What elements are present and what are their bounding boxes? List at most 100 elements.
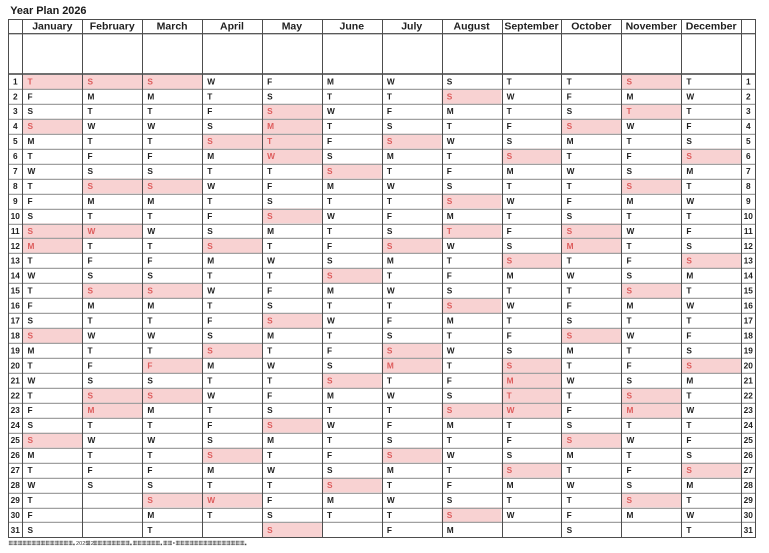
svg-text:10: 10	[744, 211, 754, 221]
svg-text:W: W	[327, 211, 335, 221]
svg-text:T: T	[567, 151, 572, 161]
svg-text:F: F	[686, 226, 691, 236]
svg-text:S: S	[327, 271, 333, 281]
svg-text:F: F	[567, 510, 572, 520]
svg-text:F: F	[267, 181, 272, 191]
svg-text:M: M	[87, 405, 94, 415]
svg-text:M: M	[626, 405, 633, 415]
svg-text:M: M	[147, 91, 154, 101]
svg-text:October: October	[571, 21, 611, 33]
svg-text:S: S	[147, 480, 153, 490]
svg-text:F: F	[387, 525, 392, 535]
svg-text:F: F	[567, 301, 572, 311]
svg-text:April: April	[220, 21, 244, 33]
svg-text:M: M	[686, 375, 693, 385]
svg-text:F: F	[387, 211, 392, 221]
svg-text:S: S	[207, 136, 213, 146]
svg-text:T: T	[327, 121, 332, 131]
svg-text:8: 8	[746, 181, 751, 191]
svg-text:S: S	[686, 151, 692, 161]
svg-text:T: T	[567, 286, 572, 296]
svg-text:M: M	[267, 330, 274, 340]
svg-text:T: T	[686, 495, 691, 505]
svg-text:T: T	[207, 301, 212, 311]
svg-text:F: F	[447, 166, 452, 176]
svg-text:W: W	[87, 226, 95, 236]
svg-text:S: S	[28, 106, 34, 116]
svg-text:28: 28	[744, 480, 754, 490]
svg-text:22: 22	[744, 390, 754, 400]
svg-text:M: M	[507, 480, 514, 490]
svg-text:T: T	[207, 480, 212, 490]
svg-text:F: F	[447, 480, 452, 490]
svg-text:S: S	[327, 151, 333, 161]
svg-text:T: T	[507, 211, 512, 221]
svg-text:M: M	[327, 495, 334, 505]
svg-text:T: T	[28, 390, 33, 400]
svg-text:1: 1	[746, 76, 751, 86]
svg-text:F: F	[686, 330, 691, 340]
svg-text:F: F	[387, 316, 392, 326]
svg-text:S: S	[567, 525, 573, 535]
svg-text:F: F	[28, 91, 33, 101]
svg-text:17: 17	[744, 316, 754, 326]
svg-text:S: S	[147, 286, 153, 296]
svg-text:F: F	[267, 495, 272, 505]
svg-text:T: T	[87, 316, 92, 326]
svg-text:S: S	[626, 166, 632, 176]
svg-text:W: W	[28, 375, 36, 385]
svg-text:F: F	[28, 301, 33, 311]
svg-text:T: T	[507, 106, 512, 116]
svg-text:T: T	[626, 211, 631, 221]
svg-text:M: M	[207, 465, 214, 475]
svg-text:F: F	[207, 316, 212, 326]
svg-text:T: T	[567, 495, 572, 505]
svg-text:19: 19	[744, 345, 754, 355]
svg-text:T: T	[28, 465, 33, 475]
svg-text:July: July	[401, 21, 422, 33]
svg-text:6: 6	[13, 151, 18, 161]
svg-text:M: M	[147, 301, 154, 311]
svg-text:5: 5	[746, 136, 751, 146]
svg-text:M: M	[267, 226, 274, 236]
svg-text:T: T	[87, 420, 92, 430]
svg-text:M: M	[28, 450, 35, 460]
svg-text:S: S	[28, 211, 34, 221]
svg-text:S: S	[626, 286, 632, 296]
svg-text:T: T	[567, 256, 572, 266]
svg-text:T: T	[327, 405, 332, 415]
svg-text:W: W	[267, 256, 275, 266]
svg-text:S: S	[626, 76, 632, 86]
svg-text:S: S	[28, 316, 34, 326]
svg-text:S: S	[567, 420, 573, 430]
svg-text:T: T	[686, 181, 691, 191]
svg-text:T: T	[686, 316, 691, 326]
svg-text:S: S	[207, 345, 213, 355]
svg-text:S: S	[626, 375, 632, 385]
svg-text:S: S	[28, 330, 34, 340]
svg-text:M: M	[327, 181, 334, 191]
svg-text:W: W	[28, 166, 36, 176]
svg-text:S: S	[87, 375, 93, 385]
svg-text:W: W	[28, 480, 36, 490]
svg-text:T: T	[567, 465, 572, 475]
svg-text:M: M	[567, 241, 574, 251]
svg-text:T: T	[28, 151, 33, 161]
svg-text:W: W	[327, 316, 335, 326]
svg-text:T: T	[447, 226, 452, 236]
svg-text:F: F	[87, 256, 92, 266]
svg-text:S: S	[626, 480, 632, 490]
svg-text:27: 27	[744, 465, 754, 475]
svg-text:S: S	[28, 525, 34, 535]
svg-text:T: T	[147, 136, 152, 146]
svg-text:T: T	[327, 226, 332, 236]
svg-text:W: W	[147, 226, 155, 236]
svg-text:W: W	[147, 435, 155, 445]
svg-text:W: W	[567, 375, 575, 385]
svg-text:F: F	[447, 375, 452, 385]
svg-text:M: M	[147, 405, 154, 415]
svg-text:2: 2	[746, 91, 751, 101]
svg-text:F: F	[626, 151, 631, 161]
svg-text:13: 13	[744, 256, 754, 266]
svg-text:W: W	[447, 450, 455, 460]
